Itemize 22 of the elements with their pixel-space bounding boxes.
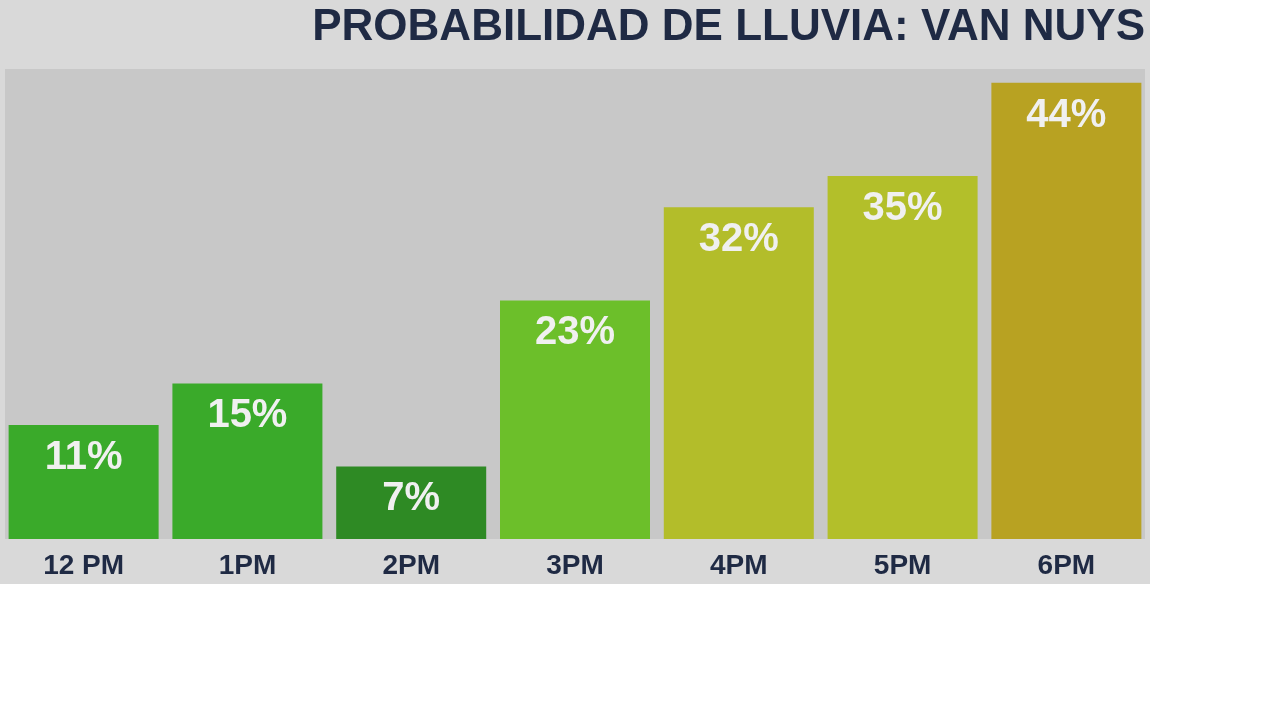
x-tick-label: 5PM xyxy=(873,548,932,580)
bar xyxy=(500,300,650,539)
data-label: 7% xyxy=(382,474,441,519)
data-label: 15% xyxy=(207,391,288,436)
bar xyxy=(172,383,323,539)
x-tick-label: 4PM xyxy=(710,548,768,580)
x-tick-label: 3PM xyxy=(546,548,604,580)
data-label: 35% xyxy=(862,184,943,229)
bar xyxy=(991,82,1142,539)
data-label: 44% xyxy=(1026,90,1107,135)
x-tick-label: 12 PM xyxy=(43,548,125,580)
data-label: 23% xyxy=(534,308,616,353)
chart-title: PROBABILIDAD DE LLUVIA: VAN NUYS xyxy=(312,0,1145,49)
bar xyxy=(827,176,978,539)
bar xyxy=(336,466,487,539)
x-tick-label: 2PM xyxy=(382,548,440,580)
x-tick-label: 1PM xyxy=(218,548,277,580)
data-label: 11% xyxy=(44,432,123,477)
data-label: 32% xyxy=(698,215,779,260)
bar xyxy=(663,207,814,539)
bar xyxy=(8,424,159,539)
x-tick-label: 6PM xyxy=(1037,548,1096,580)
